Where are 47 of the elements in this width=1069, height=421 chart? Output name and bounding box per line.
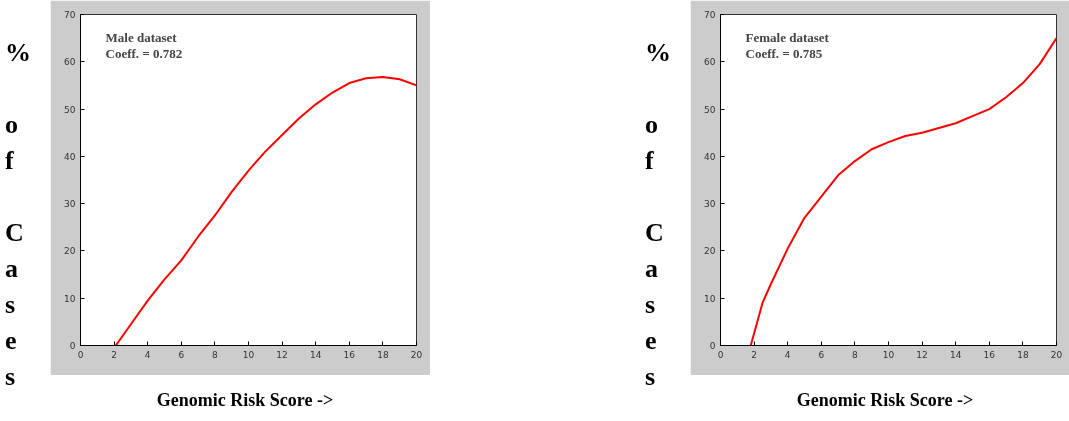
x-tick-label: 12 xyxy=(916,349,928,360)
y-tick-label: 40 xyxy=(64,151,76,162)
x-tick-label: 4 xyxy=(784,349,791,360)
y-tick-label: 0 xyxy=(709,341,716,351)
x-tick-label: 18 xyxy=(1017,349,1029,360)
x-tick-label: 8 xyxy=(212,349,219,360)
x-tick-label: 0 xyxy=(717,349,724,360)
x-tick-label: 16 xyxy=(983,349,996,360)
x-tick-label: 6 xyxy=(178,349,185,360)
y-tick-label: 10 xyxy=(64,293,76,304)
x-tick-label: 14 xyxy=(949,349,962,360)
annotation: Female dataset xyxy=(745,29,830,45)
x-tick-label: 2 xyxy=(751,349,757,360)
x-axis-title: Genomic Risk Score -> xyxy=(796,389,974,412)
y-tick-label: 20 xyxy=(64,246,76,257)
annotation: Male dataset xyxy=(105,29,178,45)
x-tick-label: 10 xyxy=(242,349,255,360)
x-tick-label: 20 xyxy=(410,349,423,360)
annotation: Coeff. = 0.785 xyxy=(745,45,823,61)
y-tick-label: 10 xyxy=(704,293,716,304)
x-tick-label: 20 xyxy=(1050,349,1063,360)
line-series xyxy=(114,75,417,346)
x-tick-label: 16 xyxy=(343,349,356,360)
x-tick-label: 18 xyxy=(377,349,389,360)
x-tick-label: 0 xyxy=(77,349,84,360)
annotation: Coeff. = 0.782 xyxy=(105,45,183,61)
y-tick-label: 0 xyxy=(69,341,76,351)
y-tick-label: 50 xyxy=(704,104,716,115)
x-tick-label: 6 xyxy=(818,349,825,360)
x-tick-label: 10 xyxy=(882,349,895,360)
x-tick-label: 12 xyxy=(276,349,288,360)
x-tick-label: 2 xyxy=(111,349,117,360)
y-tick-label: 70 xyxy=(64,10,76,20)
y-tick-label: 30 xyxy=(704,199,716,210)
y-tick-label: 20 xyxy=(704,246,716,257)
text: % of Cases xyxy=(645,38,671,391)
y-tick-label: 40 xyxy=(704,151,716,162)
y-tick-label: 70 xyxy=(704,10,716,20)
y-tick-label: 30 xyxy=(64,199,76,210)
y-tick-label: 60 xyxy=(704,57,716,68)
y-tick-label: 50 xyxy=(64,104,76,115)
x-tick-label: 8 xyxy=(852,349,859,360)
y-tick-label: 60 xyxy=(64,57,76,68)
x-tick-label: 4 xyxy=(144,349,151,360)
x-axis-title: Genomic Risk Score -> xyxy=(156,389,334,412)
text: % of Cases xyxy=(5,38,31,391)
x-tick-label: 14 xyxy=(309,349,322,360)
